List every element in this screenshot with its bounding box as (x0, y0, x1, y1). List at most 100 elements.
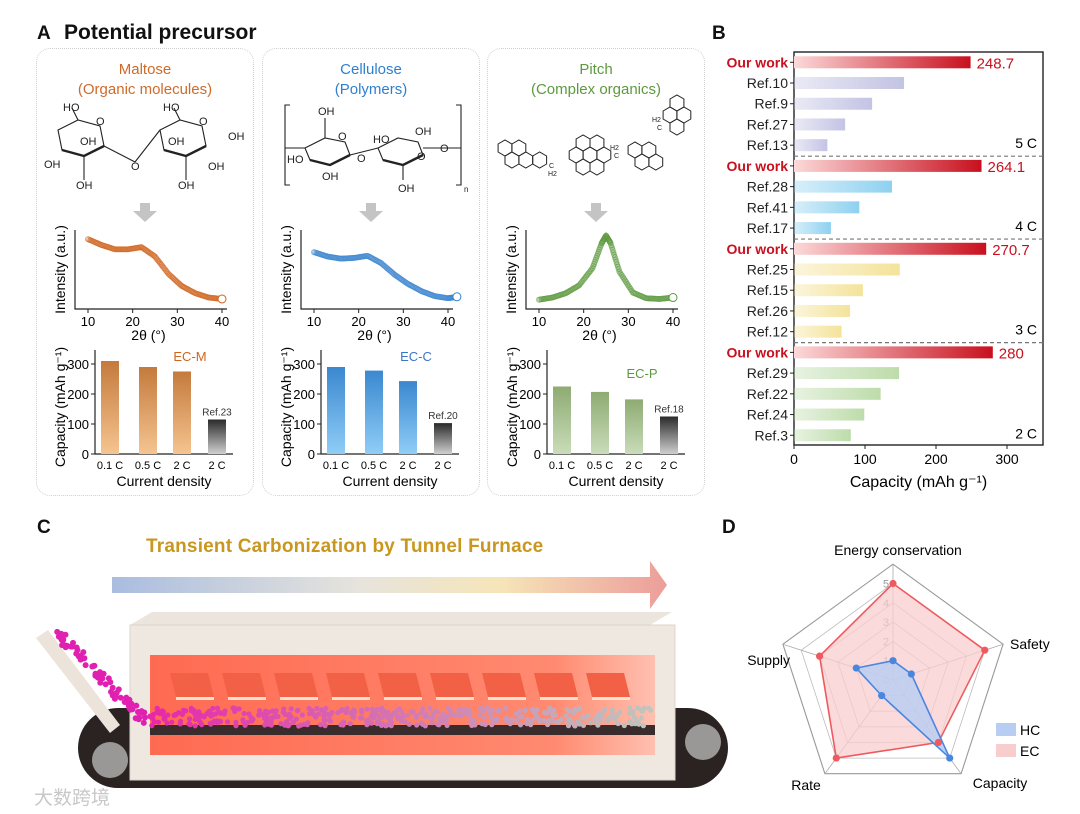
particle (440, 711, 446, 717)
capacity-bar (173, 371, 191, 454)
particle (282, 711, 288, 718)
data-point (173, 277, 180, 284)
x-tick-label: 0.5 C (587, 460, 613, 472)
heater-edge (228, 697, 266, 700)
our-work-bar (794, 242, 987, 255)
particle (517, 722, 524, 728)
aromatic-ring (634, 153, 650, 171)
atom-label: O (417, 151, 426, 163)
reference-label: Ref.23 (202, 408, 232, 419)
particle (256, 708, 263, 714)
data-point (172, 276, 179, 283)
card-cellulose (262, 48, 480, 496)
particle (233, 719, 239, 725)
heater-plate (326, 673, 370, 697)
particle (322, 723, 328, 729)
particle (343, 709, 349, 716)
particle (69, 643, 76, 650)
reference-bar (434, 423, 452, 454)
x-tick-label: 0.5 C (361, 460, 387, 472)
atom-label: OH (76, 180, 93, 192)
particle (395, 707, 401, 713)
x-tick-label: 40 (441, 314, 455, 329)
particle (126, 705, 133, 712)
capacity-bar (399, 381, 417, 454)
particle (296, 723, 302, 729)
particle (364, 722, 370, 728)
atom-label: OH (178, 180, 195, 192)
particle (154, 705, 160, 712)
particle (571, 710, 577, 716)
cellulose-title: Cellulose (Polymers) (262, 60, 480, 100)
particle (266, 721, 272, 727)
particle (93, 673, 100, 680)
data-point (171, 275, 177, 282)
particle (318, 722, 324, 728)
cellulose-subtitle: (Polymers) (334, 81, 408, 98)
particle (579, 714, 586, 720)
data-point (217, 294, 227, 304)
particle (476, 712, 482, 718)
atom-label: O (357, 153, 366, 165)
particle (285, 723, 291, 729)
particle (327, 712, 333, 718)
watermark: 大数跨境 (34, 788, 111, 809)
radar-axis-label: Safety (1010, 636, 1050, 652)
radar-tick-label: 5 (883, 579, 889, 591)
y-tick-label: 0 (308, 447, 315, 462)
particle (113, 689, 120, 696)
panel-c-title: Transient Carbonization by Tunnel Furnac… (146, 536, 544, 557)
particle (596, 711, 602, 717)
x-axis-label: Current density (569, 473, 664, 489)
y-tick-label: 0 (534, 447, 541, 462)
axis-line (300, 230, 453, 310)
aromatic-ring (589, 134, 605, 152)
legend-swatch (996, 744, 1016, 757)
particle (286, 714, 292, 720)
particle (75, 653, 82, 660)
atom-label: H2 (548, 171, 557, 178)
our-work-label: Our work (727, 344, 789, 360)
particle (450, 712, 456, 718)
particle (199, 722, 205, 728)
furnace-illustration (36, 561, 728, 788)
reference-bar (794, 325, 842, 338)
particle (62, 644, 69, 651)
aromatic-ring (504, 151, 520, 169)
particle (273, 708, 279, 714)
capacity-bar (365, 370, 383, 454)
particle (374, 721, 380, 727)
atom-label: OH (318, 106, 335, 118)
particle (602, 707, 608, 713)
particle (563, 713, 569, 719)
x-tick-label: 30 (621, 314, 635, 329)
our-work-bar (794, 346, 993, 359)
reference-bar (794, 387, 881, 400)
atom-label: n (464, 185, 468, 194)
particle (404, 712, 411, 719)
series-label: EC-M (173, 349, 206, 364)
particle (577, 705, 583, 712)
particle (609, 707, 616, 713)
radar-point (934, 738, 942, 747)
particle (100, 670, 107, 677)
precursor-particles (54, 628, 654, 729)
maltose-title: Maltose (Organic molecules) (36, 60, 254, 100)
atom-label: OH (80, 136, 97, 148)
particle (177, 721, 183, 727)
particle (236, 706, 242, 712)
temperature-gradient-arrow (112, 561, 667, 609)
particle (132, 715, 139, 722)
x-tick-label: 2 C (660, 460, 677, 472)
atom-label: O (131, 161, 140, 173)
reference-bar (794, 201, 860, 214)
radar-point (878, 692, 886, 700)
particle (216, 710, 222, 716)
particle (420, 706, 426, 712)
cellulose-structure (284, 104, 462, 186)
particle (246, 711, 252, 717)
xrd-pitch-plot: 10 20 30 40 2θ (°) Intensity (a.u.) (503, 225, 680, 343)
particle (550, 712, 556, 719)
data-point (575, 282, 582, 289)
